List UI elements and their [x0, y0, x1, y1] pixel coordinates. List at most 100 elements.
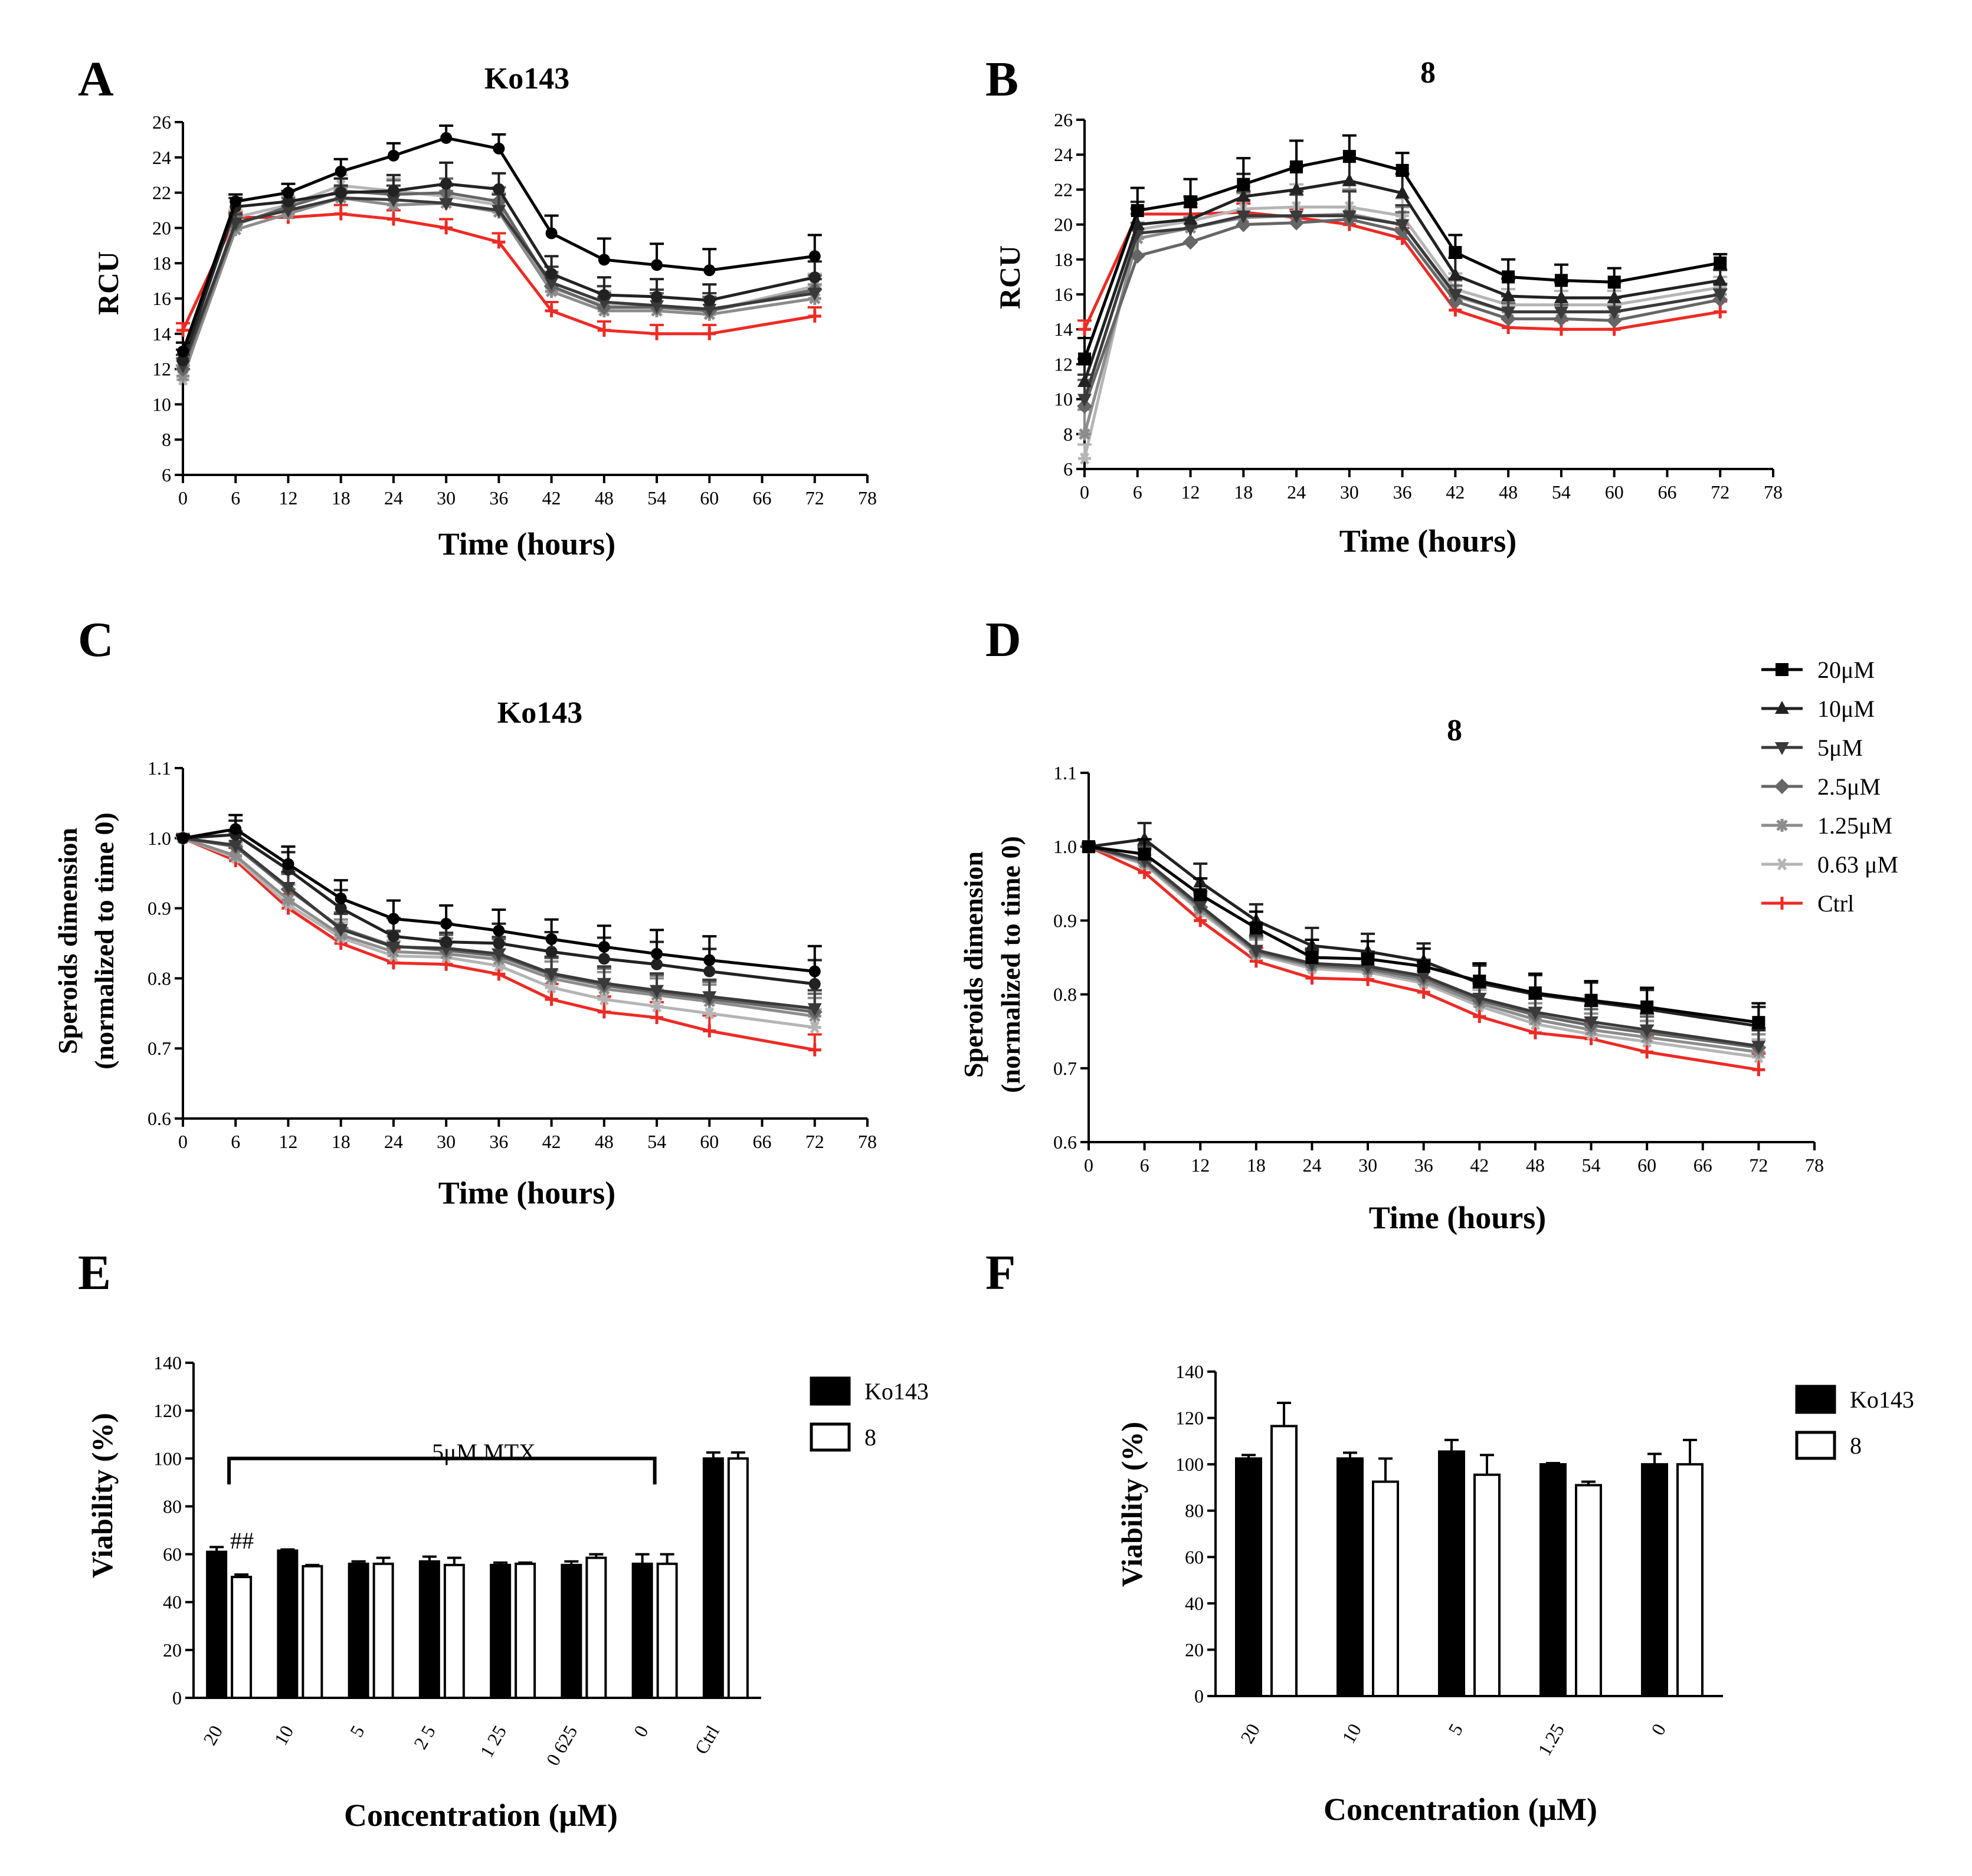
x-tick-label: 72: [805, 487, 824, 509]
x-tick-label: 72: [1749, 1155, 1768, 1176]
x-tick-label: 36: [489, 487, 508, 509]
data-point: [650, 1011, 664, 1024]
x-tick-label: 54: [647, 1131, 666, 1152]
y-tick-label: 0.9: [1053, 910, 1077, 931]
x-tick-label: 42: [542, 487, 561, 509]
data-point: [1289, 182, 1304, 195]
data-point: [1138, 847, 1151, 861]
data-point: [335, 892, 347, 904]
x-axis-label: Time (hours): [438, 1175, 616, 1211]
data-point: [808, 309, 821, 323]
x-tick-label: 42: [1470, 1155, 1489, 1176]
bar-8: [302, 1565, 323, 1700]
data-point: [1554, 306, 1568, 320]
x-tick-label: 0: [178, 1131, 188, 1152]
bar-Ko143: [631, 1562, 653, 1700]
bar-Ko143: [1641, 1463, 1668, 1697]
x-tick-label: 30: [437, 1131, 456, 1152]
y-tick-label: 12: [152, 359, 171, 380]
data-point: [440, 178, 453, 190]
data-point: [334, 207, 348, 221]
x-axis-label: Concentration (μM): [344, 1798, 618, 1833]
legend-item: 5μM: [1761, 734, 1863, 761]
y-axis-label: Viability (%): [86, 1413, 119, 1578]
data-point: [703, 327, 716, 340]
x-tick-label: 30: [1340, 481, 1359, 503]
y-tick-label: 8: [1063, 424, 1073, 445]
y-tick-label: 26: [152, 111, 171, 133]
data-point: [1554, 274, 1568, 287]
data-point: [651, 958, 663, 970]
legend-item: 0.63 μM: [1761, 851, 1898, 878]
data-point: [1305, 972, 1319, 985]
legend-item: 8: [1795, 1431, 1862, 1460]
data-point: [440, 132, 453, 144]
legend-item: Ko143: [810, 1376, 929, 1406]
x-tick-label: 0: [1084, 1155, 1093, 1176]
x-tick-label: 18: [332, 1131, 350, 1152]
y-tick-label: 0.7: [1053, 1058, 1077, 1079]
series-line: [1088, 845, 1759, 1054]
data-point: [1752, 1063, 1765, 1077]
legend-marker: [1774, 779, 1790, 794]
bar-Ko143: [1438, 1450, 1465, 1697]
y-tick-label: 140: [1175, 1361, 1204, 1382]
data-point: [1607, 290, 1622, 303]
data-point: [1713, 289, 1728, 302]
bar-legend-f: Ko143 8: [1795, 1385, 1914, 1460]
y-tick-label: 26: [1054, 109, 1073, 130]
data-point: [177, 832, 189, 844]
x-tick-label: 18: [332, 487, 350, 509]
series-line: [181, 189, 815, 370]
x-tick-label: 0: [1080, 481, 1089, 503]
x-tick-label: 6: [231, 487, 240, 509]
y-tick-label: 1.1: [148, 757, 171, 779]
data-point: [1396, 163, 1409, 177]
data-point: [1184, 195, 1197, 209]
data-point: [651, 291, 663, 303]
x-tick-label: 54: [1582, 1155, 1601, 1176]
x-tick-label: 48: [595, 1131, 614, 1152]
data-point: [439, 198, 454, 211]
y-tick-label: 1.1: [1053, 762, 1077, 783]
y-axis-label: Viability (%): [1115, 1422, 1148, 1587]
data-point: [492, 967, 506, 981]
x-tick-label: 30: [1358, 1155, 1377, 1176]
x-tick-label: 24: [384, 1131, 403, 1152]
y-tick-label: 0: [172, 1687, 182, 1708]
y-axis-label-line2: (normalized to time 0): [89, 812, 119, 1070]
x-tick-label: 6: [1140, 1155, 1149, 1176]
x-tick-label: 78: [1805, 1155, 1824, 1176]
data-point: [1417, 985, 1430, 999]
x-tick-label: 6: [231, 1131, 240, 1152]
data-point: [1448, 289, 1463, 302]
panel-letter-e: E: [78, 1245, 111, 1300]
data-point: [808, 965, 821, 978]
significance-marker: ##: [230, 1527, 254, 1554]
panel-b-chart: 8 Time (hours) RCU 6 8 10 12 14 16 18 20 22 24 26 0…: [993, 56, 1783, 559]
series-line: [1088, 845, 1759, 1048]
data-point: [703, 1024, 716, 1038]
panel-letter-b: B: [985, 52, 1018, 107]
data-point: [1077, 374, 1092, 387]
data-point: [440, 917, 453, 930]
bar-8: [443, 1563, 465, 1700]
x-tick-label: 42: [1446, 481, 1465, 503]
y-tick-label: 24: [152, 147, 171, 168]
data-point: [281, 205, 296, 218]
series-20M: [1082, 838, 1766, 1029]
legend-label: Ko143: [1850, 1386, 1914, 1413]
data-point: [1640, 1045, 1654, 1059]
data-point: [702, 991, 717, 1005]
data-point: [1305, 951, 1319, 964]
data-point: [333, 924, 348, 937]
legend-label: 2.5μM: [1817, 773, 1881, 800]
bar-8: [1473, 1473, 1501, 1698]
data-point: [1714, 256, 1727, 270]
data-point: [230, 195, 242, 208]
data-point: [1584, 1016, 1598, 1029]
data-point: [598, 289, 610, 301]
data-point: [651, 259, 663, 271]
panel-f-chart: Concentration (μM) Viability (%) 0 20 40 60…: [1115, 1361, 1723, 1827]
legend-item: Ko143: [1795, 1385, 1914, 1414]
